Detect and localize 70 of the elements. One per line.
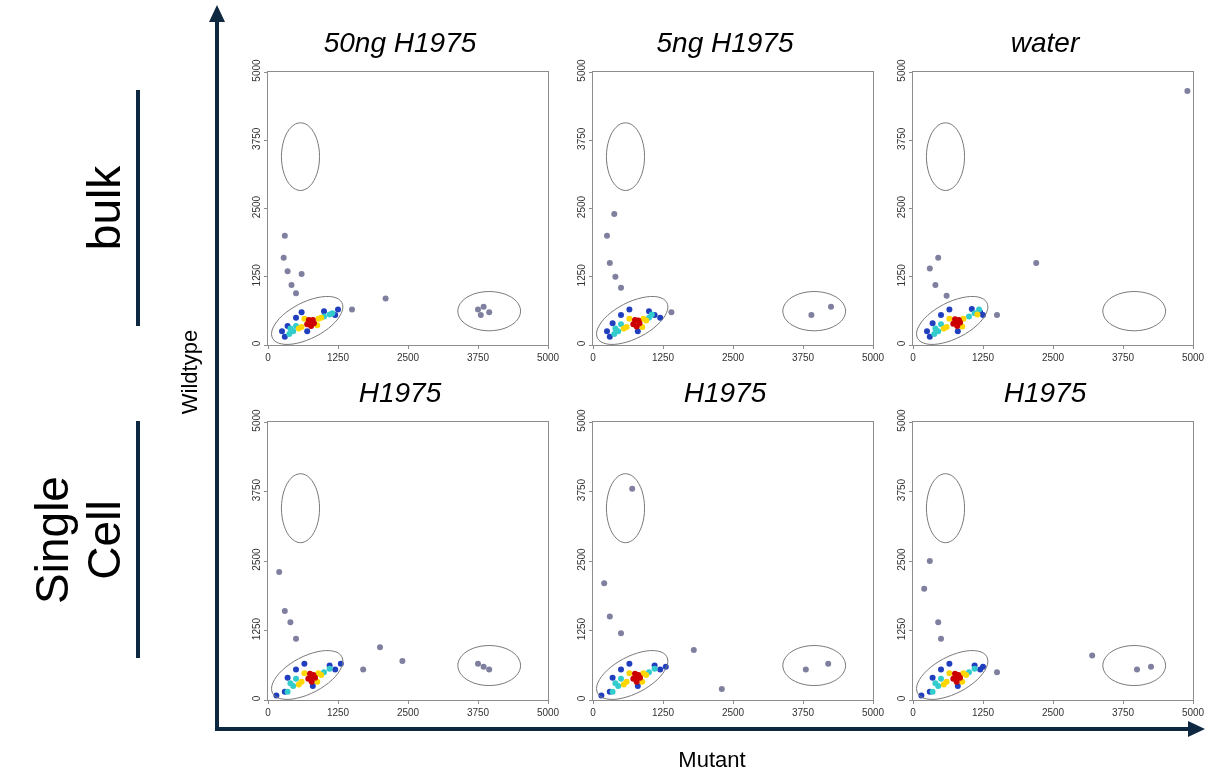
x-tick-label: 1250 (971, 707, 995, 718)
y-tick-label: 3750 (576, 127, 587, 150)
x-axis-title: Mutant (678, 747, 746, 773)
x-tick-label: 3750 (1111, 707, 1135, 718)
x-tick-label: 1250 (651, 707, 675, 718)
x-tick-label: 0 (910, 707, 917, 718)
x-tick-label: 0 (590, 707, 597, 718)
y-axis-title: Wildtype (177, 329, 203, 415)
y-tick-label: 3750 (251, 127, 262, 150)
chart-title: water (1010, 26, 1081, 58)
x-tick-label: 3750 (791, 707, 815, 718)
x-tick-label: 3750 (1111, 352, 1135, 363)
y-tick-label: 3750 (251, 478, 262, 502)
y-tick-label: 5000 (576, 58, 587, 82)
chart-title: 5ng H1975 (656, 26, 794, 58)
x-tick-label: 5000 (861, 352, 885, 363)
y-tick-label: 2500 (251, 547, 262, 571)
y-tick-label: 5000 (251, 58, 262, 82)
y-tick-label: 3750 (576, 478, 587, 502)
y-tick-label: 1250 (576, 263, 587, 287)
x-tick-label: 5000 (1181, 707, 1205, 718)
x-tick-label: 1250 (651, 352, 675, 363)
x-tick-label: 2500 (721, 352, 745, 363)
x-tick-label: 0 (265, 707, 272, 718)
x-tick-label: 0 (910, 352, 917, 363)
y-tick-label: 1250 (896, 263, 907, 287)
x-tick-label: 5000 (536, 352, 560, 363)
x-tick-label: 3750 (791, 352, 815, 363)
x-tick-label: 1250 (326, 707, 350, 718)
y-tick-label: 5000 (896, 58, 907, 82)
x-tick-label: 5000 (1181, 352, 1205, 363)
y-tick-label: 0 (251, 340, 262, 347)
x-tick-label: 5000 (861, 707, 885, 718)
y-tick-label: 0 (896, 695, 907, 702)
text: bulk (78, 165, 130, 251)
y-tick-label: 3750 (896, 127, 907, 150)
y-tick-label: 1250 (251, 263, 262, 287)
x-tick-label: 2500 (396, 707, 420, 718)
y-tick-label: 2500 (896, 195, 907, 219)
y-tick-label: 2500 (896, 547, 907, 571)
y-tick-label: 5000 (576, 408, 587, 432)
chart-title: H1975 (1003, 376, 1087, 408)
y-tick-label: 2500 (576, 195, 587, 219)
y-tick-label: 2500 (251, 195, 262, 219)
y-tick-label: 5000 (251, 408, 262, 432)
y-tick-label: 3750 (896, 478, 907, 502)
x-tick-label: 2500 (1041, 352, 1065, 363)
x-tick-label: 0 (265, 352, 272, 363)
x-tick-label: 1250 (326, 352, 350, 363)
y-tick-label: 1250 (576, 617, 587, 641)
x-tick-label: 1250 (971, 352, 995, 363)
x-tick-label: 0 (590, 352, 597, 363)
chart-title: H1975 (358, 376, 442, 408)
x-tick-label: 2500 (721, 707, 745, 718)
x-tick-label: 3750 (466, 707, 490, 718)
y-tick-label: 0 (896, 340, 907, 347)
x-tick-label: 3750 (466, 352, 490, 363)
y-tick-label: 2500 (576, 547, 587, 571)
chart-title: 50ng H1975 (323, 26, 477, 58)
y-tick-label: 0 (251, 695, 262, 702)
y-tick-label: 0 (576, 695, 587, 702)
x-tick-label: 5000 (536, 707, 560, 718)
y-tick-label: 1250 (896, 617, 907, 641)
x-tick-label: 2500 (1041, 707, 1065, 718)
x-tick-label: 2500 (396, 352, 420, 363)
chart-title: H1975 (683, 376, 767, 408)
y-tick-label: 1250 (251, 617, 262, 641)
y-tick-label: 5000 (896, 408, 907, 432)
y-tick-label: 0 (576, 340, 587, 347)
text: Single Cell (26, 476, 130, 604)
